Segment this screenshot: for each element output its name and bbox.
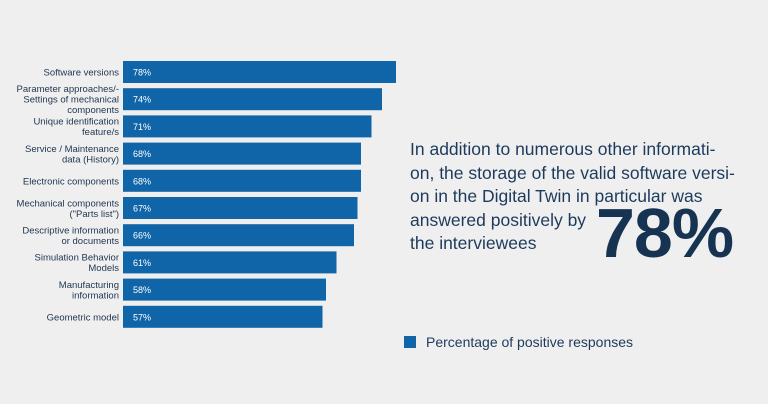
category-label: Service / Maintenance data (History) bbox=[25, 144, 119, 166]
legend-swatch bbox=[404, 336, 416, 348]
category-label: Manufacturing information bbox=[59, 280, 119, 302]
category-label: Mechanical components ("Parts list") bbox=[17, 198, 120, 220]
bar bbox=[123, 61, 396, 83]
bar-chart: 78% Software versions 74% Parameter approac… bbox=[17, 61, 396, 328]
bar bbox=[123, 305, 323, 328]
bar-value-label: 66% bbox=[133, 231, 151, 241]
bar bbox=[123, 224, 354, 247]
category-label: Descriptive information or documents bbox=[22, 225, 119, 247]
bar bbox=[123, 278, 326, 301]
bar bbox=[123, 251, 337, 274]
category-label: Software versions bbox=[43, 68, 119, 79]
bar-value-label: 68% bbox=[133, 176, 151, 186]
callout-highlight-value: 78% bbox=[596, 194, 734, 272]
bar bbox=[123, 115, 372, 138]
category-label: Simulation Behavior Models bbox=[35, 253, 120, 275]
bar bbox=[123, 142, 361, 165]
bar-value-label: 67% bbox=[133, 204, 151, 214]
bar-value-label: 78% bbox=[133, 68, 151, 78]
category-label: Geometric model bbox=[47, 312, 119, 323]
legend-label: Percentage of positive responses bbox=[426, 334, 634, 350]
bar-value-label: 61% bbox=[133, 258, 151, 268]
bar bbox=[123, 88, 382, 111]
bar bbox=[123, 169, 361, 192]
bar-value-label: 74% bbox=[133, 95, 151, 105]
callout: In addition to numerous other informati-… bbox=[410, 138, 760, 268]
bar bbox=[123, 197, 358, 219]
bar-value-label: 57% bbox=[133, 312, 151, 322]
category-label: Parameter approaches/-Settings of mechan… bbox=[17, 84, 120, 116]
category-label: Electronic components bbox=[23, 176, 119, 187]
callout-text: In addition to numerous other informati-… bbox=[410, 139, 735, 253]
category-label: Unique identification feature/s bbox=[33, 117, 119, 138]
bar-value-label: 71% bbox=[133, 122, 151, 132]
bar-value-label: 68% bbox=[133, 149, 151, 159]
legend: Percentage of positive responses bbox=[404, 334, 633, 350]
bar-value-label: 58% bbox=[133, 285, 151, 295]
